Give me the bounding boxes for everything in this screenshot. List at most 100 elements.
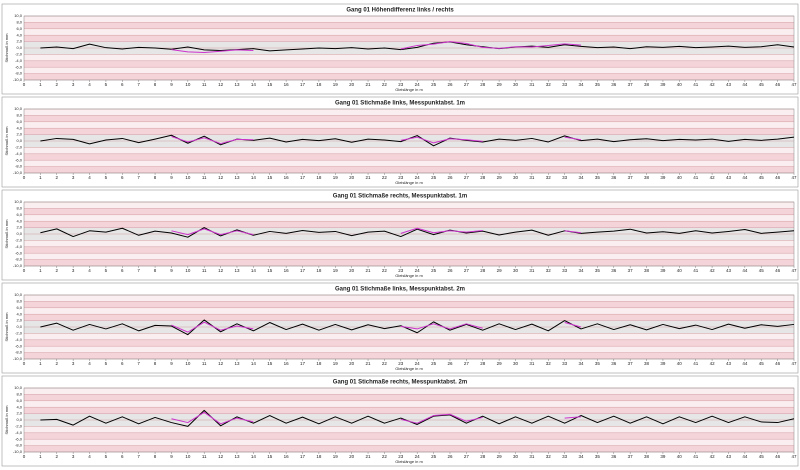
x-tick-label: 42 bbox=[710, 454, 716, 459]
x-tick-label: 21 bbox=[366, 268, 372, 273]
x-tick-label: 7 bbox=[137, 454, 140, 459]
y-axis-label: Stichmaß in mm bbox=[4, 219, 9, 249]
plot-border bbox=[23, 387, 795, 453]
x-tick-label: 44 bbox=[742, 361, 748, 366]
y-tick-label: 6,0 bbox=[16, 398, 22, 403]
x-tick-label: 34 bbox=[579, 361, 585, 366]
x-tick-label: 12 bbox=[218, 361, 224, 366]
x-tick-label: 6 bbox=[121, 454, 124, 459]
x-tick-label: 3 bbox=[72, 454, 75, 459]
x-tick-label: 38 bbox=[644, 454, 650, 459]
plot-band bbox=[24, 121, 794, 129]
x-tick-label: 15 bbox=[267, 268, 273, 273]
plot-band bbox=[24, 388, 794, 395]
y-tick-label: 8,0 bbox=[16, 298, 22, 303]
x-tick-label: 28 bbox=[480, 268, 486, 273]
y-tick-label: -2,0 bbox=[15, 237, 23, 242]
chart-title: Gang 01 Stichmaße links, Messpunktabst. … bbox=[335, 287, 465, 293]
x-tick-label: 11 bbox=[202, 82, 207, 87]
y-tick-label: 2,0 bbox=[16, 225, 22, 230]
x-tick-label: 28 bbox=[480, 454, 486, 459]
x-tick-label: 30 bbox=[513, 82, 519, 87]
x-tick-label: 29 bbox=[497, 454, 503, 459]
x-tick-label: 1 bbox=[39, 361, 42, 366]
series-line bbox=[40, 409, 795, 427]
x-tick-label: 26 bbox=[447, 175, 453, 180]
x-tick-label: 37 bbox=[628, 82, 634, 87]
x-tick-label: 0 bbox=[23, 175, 26, 180]
x-tick-label: 5 bbox=[105, 82, 108, 87]
x-tick-label: 23 bbox=[398, 268, 404, 273]
x-tick-label: 12 bbox=[218, 175, 224, 180]
y-tick-label: 0,0 bbox=[16, 417, 22, 422]
series-line bbox=[40, 134, 795, 147]
x-tick-label: 7 bbox=[137, 268, 140, 273]
x-tick-label: 28 bbox=[480, 361, 486, 366]
x-tick-label: 0 bbox=[23, 454, 26, 459]
x-tick-label: 22 bbox=[382, 454, 388, 459]
x-tick-label: 38 bbox=[644, 361, 650, 366]
x-tick-label: 18 bbox=[316, 361, 322, 366]
x-tick-label: 17 bbox=[300, 361, 306, 366]
x-tick-label: 9 bbox=[170, 82, 173, 87]
x-tick-label: 2 bbox=[56, 361, 59, 366]
x-tick-label: 36 bbox=[611, 175, 617, 180]
x-tick-label: 30 bbox=[513, 175, 519, 180]
y-tick-label: -8,0 bbox=[15, 164, 23, 169]
plot-border bbox=[23, 15, 795, 81]
x-tick-label: 29 bbox=[497, 361, 503, 366]
x-tick-label: 6 bbox=[121, 82, 124, 87]
x-tick-label: 6 bbox=[121, 175, 124, 180]
x-tick-label: 41 bbox=[693, 268, 699, 273]
x-tick-label: 1 bbox=[39, 175, 42, 180]
y-tick-label: -6,0 bbox=[15, 157, 23, 162]
x-tick-label: 45 bbox=[759, 361, 765, 366]
x-tick-label: 8 bbox=[154, 361, 157, 366]
x-tick-label: 0 bbox=[23, 268, 26, 273]
y-tick-label: 4,0 bbox=[16, 311, 22, 316]
x-tick-label: 7 bbox=[137, 175, 140, 180]
x-tick-label: 30 bbox=[513, 361, 519, 366]
x-tick-label: 40 bbox=[677, 268, 683, 273]
x-tick-label: 29 bbox=[497, 82, 503, 87]
x-tick-label: 26 bbox=[447, 361, 453, 366]
y-tick-label: -10,0 bbox=[13, 170, 23, 175]
x-tick-label: 33 bbox=[562, 82, 568, 87]
x-tick-label: 12 bbox=[218, 454, 224, 459]
plot-band bbox=[24, 67, 794, 74]
x-tick-label: 24 bbox=[415, 361, 421, 366]
x-tick-label: 29 bbox=[497, 175, 503, 180]
x-tick-label: 34 bbox=[579, 268, 585, 273]
y-tick-label: -4,0 bbox=[15, 337, 23, 342]
y-tick-label: -4,0 bbox=[15, 151, 23, 156]
y-tick-label: 0,0 bbox=[16, 231, 22, 236]
x-tick-label: 3 bbox=[72, 361, 75, 366]
x-axis-label: Gleislänge in m bbox=[395, 87, 423, 92]
x-axis-label: Gleislänge in m bbox=[395, 459, 423, 464]
x-tick-label: 1 bbox=[39, 268, 42, 273]
series-line bbox=[171, 136, 582, 145]
y-tick-label: -8,0 bbox=[15, 443, 23, 448]
x-tick-label: 1 bbox=[39, 454, 42, 459]
x-tick-label: 47 bbox=[791, 454, 797, 459]
x-tick-label: 43 bbox=[726, 82, 732, 87]
x-tick-label: 47 bbox=[791, 361, 797, 366]
x-tick-label: 28 bbox=[480, 82, 486, 87]
plot-band bbox=[24, 54, 794, 61]
x-tick-label: 25 bbox=[431, 175, 437, 180]
x-tick-label: 45 bbox=[759, 175, 765, 180]
x-tick-label: 33 bbox=[562, 454, 568, 459]
x-tick-label: 21 bbox=[366, 175, 372, 180]
x-tick-label: 27 bbox=[464, 361, 470, 366]
x-tick-label: 45 bbox=[759, 268, 765, 273]
x-tick-label: 38 bbox=[644, 175, 650, 180]
plot-band bbox=[24, 214, 794, 222]
y-tick-label: -6,0 bbox=[15, 250, 23, 255]
y-tick-label: -8,0 bbox=[15, 71, 23, 76]
x-tick-label: 10 bbox=[185, 361, 191, 366]
x-tick-label: 17 bbox=[300, 82, 306, 87]
plot-band bbox=[24, 16, 794, 23]
x-tick-label: 2 bbox=[56, 454, 59, 459]
x-tick-label: 15 bbox=[267, 361, 273, 366]
